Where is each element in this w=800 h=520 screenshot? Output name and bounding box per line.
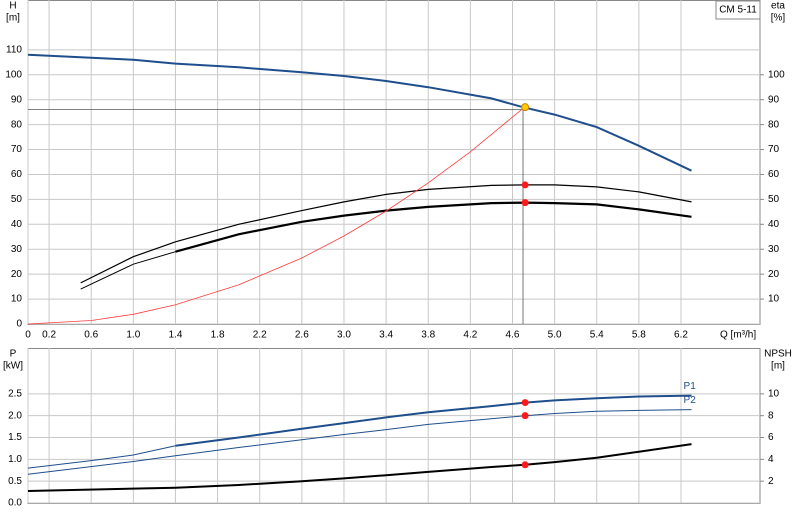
x-tick-label: 0.2 bbox=[42, 330, 56, 341]
y-tick-label: 30 bbox=[11, 244, 23, 255]
y2-tick-label: 80 bbox=[768, 119, 780, 130]
y-axis-title: H bbox=[9, 1, 16, 12]
y-tick-label: 2.0 bbox=[8, 410, 22, 421]
y-tick-label: 1.5 bbox=[8, 432, 22, 443]
chart-title: CM 5-11 bbox=[719, 5, 757, 16]
y2-tick-label: 8 bbox=[768, 410, 774, 421]
x-tick-label: 2.6 bbox=[295, 330, 309, 341]
x-tick-label: 1.4 bbox=[169, 330, 183, 341]
y2-axis-title: NPSH bbox=[764, 349, 792, 360]
y2-tick-label: 90 bbox=[768, 94, 780, 105]
y2-tick-label: 10 bbox=[768, 388, 780, 399]
y-tick-label: 10 bbox=[11, 294, 23, 305]
y2-tick-label: 40 bbox=[768, 219, 780, 230]
curve bbox=[27, 443, 692, 492]
x-tick-label: 3.4 bbox=[379, 330, 393, 341]
y-tick-label: 80 bbox=[11, 119, 23, 130]
marker bbox=[521, 181, 529, 189]
y-tick-label: 0.0 bbox=[8, 498, 22, 509]
curve-label: P2 bbox=[684, 395, 697, 406]
x-tick-label: 3.8 bbox=[421, 330, 435, 341]
y2-axis-unit: [%] bbox=[771, 13, 786, 24]
y-tick-label: 0 bbox=[16, 319, 22, 330]
plot-area bbox=[27, 348, 761, 504]
y-tick-label: 2.5 bbox=[8, 388, 22, 399]
y2-tick-label: 4 bbox=[768, 454, 774, 465]
x-tick-label: 4.6 bbox=[506, 330, 520, 341]
curve bbox=[175, 394, 692, 447]
y-tick-label: 60 bbox=[11, 169, 23, 180]
y-tick-label: 100 bbox=[5, 69, 22, 80]
y2-axis-unit: [m] bbox=[771, 361, 785, 372]
y-axis-unit: [kW] bbox=[3, 361, 23, 372]
x-tick-label: 5.0 bbox=[548, 330, 562, 341]
y2-tick-label: 2 bbox=[768, 476, 774, 487]
title-box bbox=[715, 0, 761, 20]
x-tick-label: 0 bbox=[25, 330, 31, 341]
x-tick-label: 5.4 bbox=[590, 330, 604, 341]
curve bbox=[27, 445, 176, 469]
y-axis-unit: [m] bbox=[6, 13, 20, 24]
y2-tick-label: 60 bbox=[768, 169, 780, 180]
curve bbox=[27, 53, 692, 172]
y-tick-label: 110 bbox=[6, 44, 22, 55]
y2-tick-label: 20 bbox=[768, 269, 780, 280]
y-tick-label: 0.5 bbox=[8, 476, 22, 487]
curve bbox=[27, 108, 524, 325]
marker bbox=[521, 399, 529, 407]
y-tick-label: 20 bbox=[11, 269, 23, 280]
plot-area bbox=[27, 0, 761, 325]
x-tick-label: 2.2 bbox=[253, 330, 267, 341]
x-tick-label: 1.8 bbox=[211, 330, 225, 341]
curve bbox=[175, 201, 692, 253]
y-tick-label: 1.0 bbox=[8, 454, 22, 465]
y-tick-label: 40 bbox=[11, 219, 23, 230]
y2-tick-label: 30 bbox=[768, 244, 780, 255]
x-tick-label: 3.0 bbox=[337, 330, 351, 341]
marker bbox=[521, 412, 529, 420]
y2-tick-label: 70 bbox=[768, 144, 780, 155]
x-tick-label: 6.2 bbox=[674, 330, 688, 341]
curve-label: P1 bbox=[684, 381, 697, 392]
y-axis-title: P bbox=[10, 349, 17, 360]
curve bbox=[80, 251, 176, 290]
curve bbox=[27, 409, 692, 475]
y2-tick-label: 100 bbox=[768, 69, 785, 80]
y-tick-label: 70 bbox=[11, 144, 23, 155]
y-tick-label: 50 bbox=[11, 194, 23, 205]
x-tick-label: 4.2 bbox=[463, 330, 477, 341]
y-tick-label: 90 bbox=[11, 94, 23, 105]
y2-tick-label: 6 bbox=[768, 432, 774, 443]
y2-tick-label: 10 bbox=[768, 294, 780, 305]
curve bbox=[80, 184, 692, 284]
marker bbox=[521, 103, 530, 112]
y2-axis-title: eta bbox=[771, 1, 785, 12]
x-tick-label: 5.8 bbox=[632, 330, 646, 341]
x-tick-label: 0.6 bbox=[84, 330, 98, 341]
x-tick-label: 1.0 bbox=[126, 330, 140, 341]
y2-tick-label: 50 bbox=[768, 194, 780, 205]
marker bbox=[521, 199, 529, 207]
x-axis-title: Q [m³/h] bbox=[720, 330, 756, 341]
marker bbox=[521, 461, 529, 469]
